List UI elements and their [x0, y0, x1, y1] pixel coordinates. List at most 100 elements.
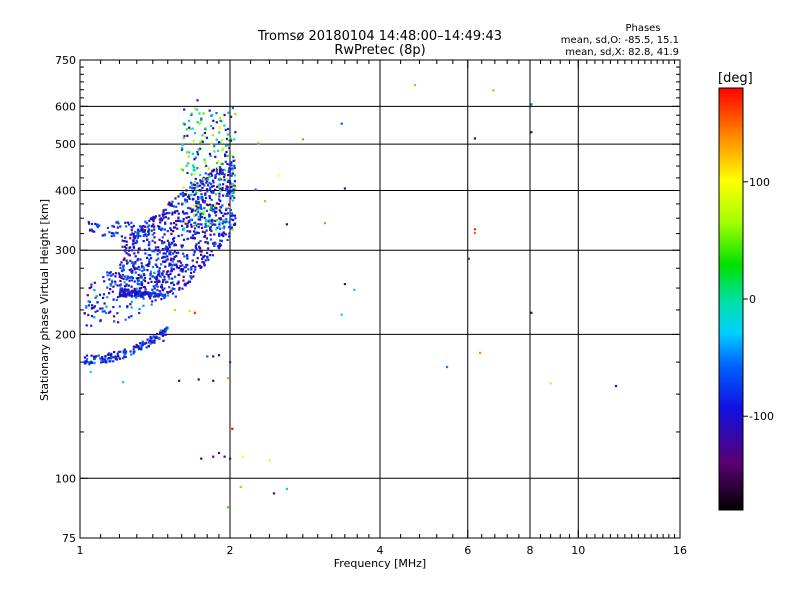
data-point	[129, 303, 132, 306]
data-point	[138, 311, 141, 315]
data-point	[229, 361, 232, 364]
data-point	[210, 124, 213, 127]
data-point	[168, 243, 171, 246]
data-point	[105, 311, 108, 315]
data-point	[549, 382, 552, 385]
data-point	[174, 295, 177, 298]
data-point	[182, 186, 185, 189]
data-point	[163, 213, 166, 216]
data-point	[103, 280, 106, 283]
data-point	[130, 315, 133, 318]
data-point	[183, 255, 186, 258]
data-point	[196, 257, 199, 260]
data-point	[116, 220, 119, 223]
data-point	[91, 361, 94, 364]
data-point	[114, 283, 117, 286]
data-point	[191, 127, 194, 130]
data-point	[190, 193, 193, 196]
data-point	[105, 305, 108, 308]
data-point	[217, 202, 220, 205]
data-point	[111, 224, 114, 228]
data-point	[141, 230, 144, 233]
data-point	[229, 223, 232, 226]
data-point	[124, 293, 127, 296]
data-point	[191, 234, 194, 237]
data-point	[133, 268, 136, 271]
data-point	[158, 267, 161, 270]
data-point	[188, 309, 191, 313]
data-point	[190, 209, 194, 212]
data-point	[109, 271, 112, 274]
data-point	[171, 277, 174, 280]
data-point	[219, 177, 222, 180]
data-point	[179, 269, 182, 272]
data-point	[222, 231, 225, 234]
data-point	[228, 232, 231, 235]
data-point	[197, 378, 200, 381]
data-point	[175, 205, 178, 208]
data-point	[151, 233, 154, 236]
data-point	[117, 222, 120, 225]
data-point	[445, 365, 449, 369]
data-point	[232, 183, 235, 186]
data-point	[193, 180, 196, 183]
data-point	[144, 279, 147, 283]
data-point	[139, 345, 142, 348]
data-point	[219, 119, 222, 122]
data-point	[98, 224, 101, 227]
data-point	[211, 210, 215, 213]
data-point	[213, 150, 216, 153]
data-point	[139, 276, 142, 279]
data-point	[161, 334, 164, 337]
data-point	[220, 233, 223, 237]
data-point	[206, 355, 209, 358]
data-point	[114, 280, 117, 283]
data-point	[162, 278, 165, 281]
data-point	[197, 201, 200, 204]
data-point	[207, 167, 210, 170]
data-point	[227, 192, 230, 195]
data-point	[192, 264, 195, 267]
data-point	[177, 212, 180, 215]
data-point	[226, 133, 229, 136]
data-point	[224, 128, 227, 131]
data-point	[164, 221, 167, 224]
data-point	[222, 183, 225, 186]
data-point	[227, 179, 230, 182]
x-tick-label: 10	[571, 544, 585, 557]
data-point	[163, 330, 166, 333]
data-point	[154, 216, 157, 219]
data-point	[225, 189, 228, 192]
data-point	[234, 217, 237, 220]
data-point	[170, 267, 173, 270]
data-point	[172, 205, 175, 208]
data-point	[198, 245, 201, 248]
data-point	[150, 303, 153, 306]
data-point	[123, 295, 126, 298]
data-point	[108, 231, 111, 234]
data-point	[176, 210, 179, 213]
data-point	[277, 174, 280, 177]
chart-subtitle: RwPretec (8p)	[334, 43, 425, 58]
data-point	[167, 203, 170, 206]
data-point	[193, 193, 196, 196]
data-point	[164, 252, 167, 255]
data-point	[102, 293, 106, 296]
data-point	[229, 137, 232, 140]
data-point	[210, 142, 213, 145]
data-point	[142, 225, 145, 228]
data-point	[132, 235, 135, 239]
data-point	[125, 225, 128, 228]
data-point	[106, 271, 109, 274]
data-point	[203, 235, 206, 238]
data-point	[187, 195, 190, 199]
data-point	[167, 275, 170, 278]
data-point	[221, 187, 224, 190]
data-point	[166, 255, 169, 258]
data-point	[185, 189, 188, 192]
data-point	[176, 251, 179, 254]
data-point	[223, 124, 226, 127]
data-point	[161, 248, 164, 251]
data-point	[117, 350, 120, 353]
data-point	[161, 289, 164, 292]
